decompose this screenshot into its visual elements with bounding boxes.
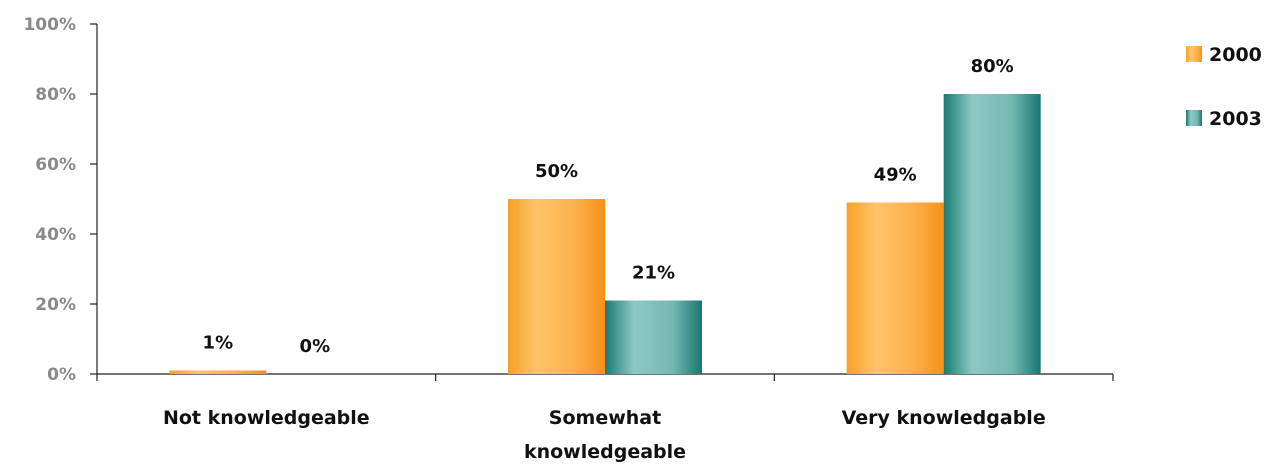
- legend-swatch-2000: [1186, 46, 1202, 62]
- y-tick-label: 80%: [35, 85, 76, 105]
- y-tick-label: 0%: [47, 365, 76, 385]
- data-label: 21%: [632, 263, 675, 284]
- bars: [169, 94, 1040, 374]
- legend: 2000 2003: [1186, 44, 1262, 130]
- bar-2000: [847, 203, 944, 375]
- category-label: Very knowledgable: [842, 407, 1046, 429]
- legend-label: 2003: [1209, 108, 1262, 130]
- y-tick-label: 60%: [35, 155, 76, 175]
- y-tick-label: 20%: [35, 295, 76, 315]
- y-tick-label: 100%: [23, 15, 76, 35]
- legend-swatch-2003: [1186, 110, 1202, 126]
- data-label: 50%: [535, 161, 578, 182]
- y-tick-label: 40%: [35, 225, 76, 245]
- data-label: 49%: [874, 165, 917, 186]
- data-label: 0%: [300, 336, 331, 357]
- category-label: Not knowledgeable: [163, 407, 370, 429]
- data-label: 1%: [203, 333, 234, 354]
- category-label: Somewhat knowledgeable: [524, 407, 686, 463]
- bar-2000: [169, 371, 266, 375]
- bar-2003: [944, 94, 1041, 374]
- bar-2000: [508, 199, 605, 374]
- legend-label: 2000: [1209, 44, 1262, 66]
- bar-2003: [605, 301, 702, 375]
- data-label: 80%: [971, 56, 1014, 77]
